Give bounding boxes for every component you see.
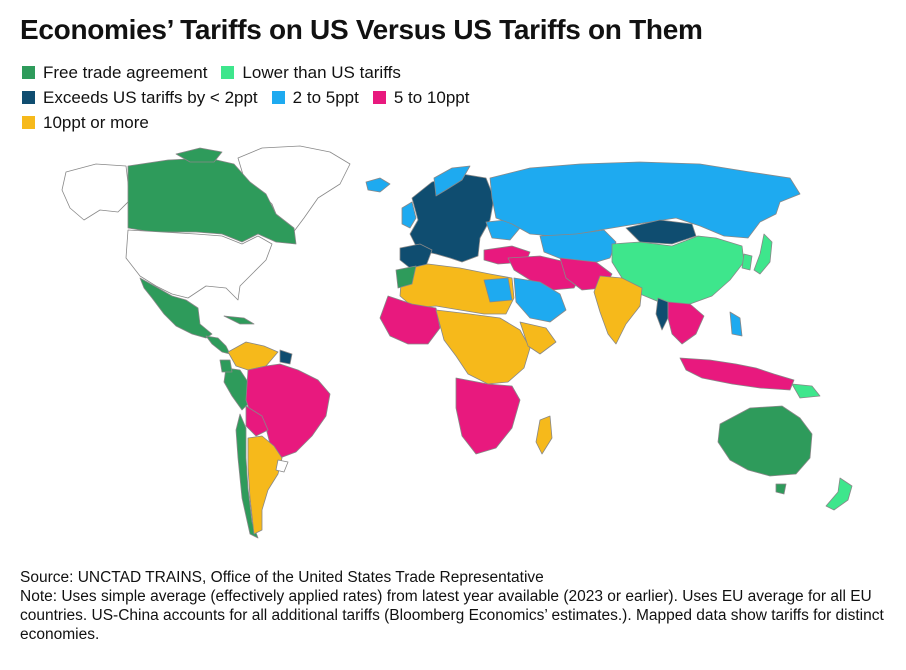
region-india [593,275,643,345]
region-canada-islands [175,147,223,163]
region-central-africa [435,309,531,385]
region-madagascar [535,415,553,455]
footer: Source: UNCTAD TRAINS, Office of the Uni… [20,568,890,644]
region-korea [741,253,753,271]
region-uk [401,201,417,229]
world-map [61,145,853,539]
legend-row: Free trade agreement Lower than US tarif… [22,60,483,85]
region-se-asia [667,301,705,345]
region-norway [433,165,471,197]
source-text: Source: UNCTAD TRAINS, Office of the Uni… [20,569,544,586]
region-myanmar [655,297,669,331]
legend-item-10-plus: 10ppt or more [22,113,149,133]
legend-label: Free trade agreement [43,62,208,82]
region-horn [519,321,557,355]
legend-item-exceeds-2: Exceeds US tariffs by < 2ppt [22,88,258,108]
region-japan [753,233,773,275]
region-canada [127,157,297,245]
region-bolivia [245,405,269,437]
legend-swatch [22,116,35,129]
region-png [791,383,821,399]
region-mexico [139,277,213,339]
region-new-zealand [825,477,853,511]
region-ecuador [219,359,233,373]
legend-swatch [372,91,386,104]
note-text: Note: Uses simple average (effectively a… [20,588,884,643]
legend-swatch [22,66,35,79]
region-europe [409,173,495,263]
region-andes-north [227,341,279,371]
region-tasmania [775,483,787,495]
legend-row: 10ppt or more [22,110,483,135]
region-central-america [205,335,231,355]
region-alaska [61,163,131,221]
region-uruguay [275,459,289,473]
region-argentina [247,435,283,535]
region-central-asia [539,229,617,265]
region-egypt [483,277,513,303]
region-southern-africa [455,377,521,455]
legend-item-5-10: 5 to 10ppt [372,87,470,108]
region-australia [717,405,813,477]
legend-label: 10ppt or more [43,112,149,132]
chart-title: Economies’ Tariffs on US Versus US Tarif… [20,14,703,45]
region-guiana [279,349,293,365]
legend-swatch [221,66,235,79]
legend-label: Lower than US tariffs [242,62,401,82]
legend-label: Exceeds US tariffs by < 2ppt [43,87,258,107]
region-west-africa [379,295,441,345]
legend-label: 5 to 10ppt [393,87,470,107]
region-usa [125,229,273,301]
legend-item-lower: Lower than US tariffs [221,62,401,83]
region-caribbean [223,315,255,325]
legend-label: 2 to 5ppt [292,87,359,107]
region-russia [489,161,801,239]
region-chile [235,413,259,539]
legend-swatch [271,91,285,104]
region-arabia [513,277,567,323]
legend-item-2-5: 2 to 5ppt [271,87,359,108]
legend: Free trade agreement Lower than US tarif… [22,60,483,135]
region-peru [223,367,253,411]
region-philippines [729,311,743,337]
legend-row: Exceeds US tariffs by < 2ppt 2 to 5ppt 5… [22,85,483,110]
legend-item-free-trade: Free trade agreement [22,63,207,83]
region-indonesia [679,357,795,391]
region-morocco [395,265,417,289]
region-iceland [365,177,391,193]
legend-swatch [22,91,35,104]
